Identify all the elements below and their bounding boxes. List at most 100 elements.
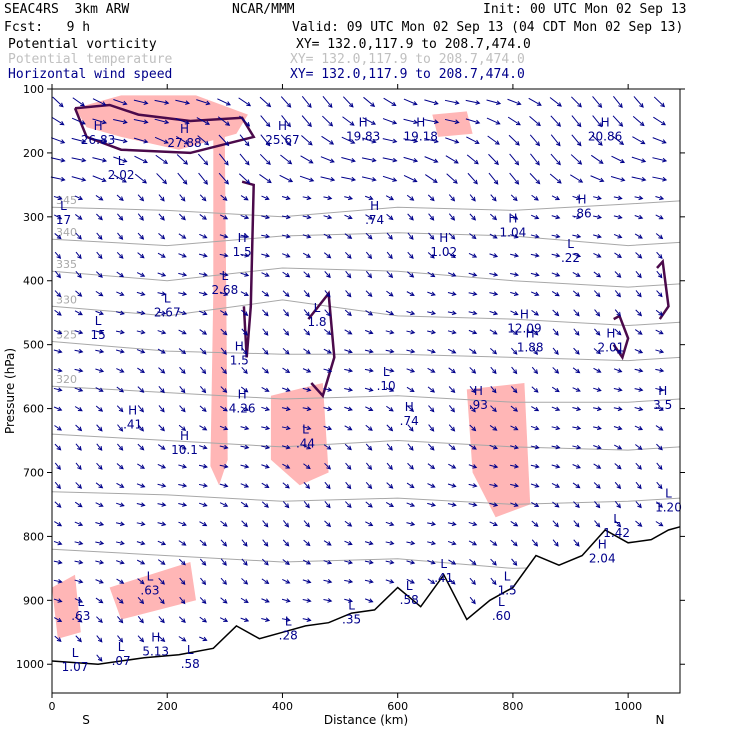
wind-vector	[281, 387, 290, 392]
wind-vector	[571, 96, 582, 108]
wind-vector	[157, 540, 166, 545]
wind-vector	[466, 154, 479, 165]
wind-vector	[136, 541, 145, 545]
wind-vector	[425, 174, 438, 183]
wind-vector	[427, 330, 436, 334]
wind-vector	[468, 252, 477, 258]
wind-vector	[219, 253, 228, 257]
wind-vector-head	[534, 291, 540, 296]
wind-vector	[281, 234, 290, 238]
wind-vector	[137, 386, 144, 393]
extremum-type: L	[118, 154, 125, 168]
wind-vector-head	[347, 349, 353, 354]
wind-vector	[365, 310, 373, 316]
wind-vector	[594, 328, 601, 336]
wind-vector-head	[576, 195, 582, 201]
wind-vector	[219, 617, 228, 622]
wind-vector-head	[327, 579, 333, 584]
wind-vector-head	[98, 502, 104, 507]
wind-vector	[361, 157, 376, 162]
wind-vector-head	[555, 195, 561, 201]
wind-vector	[302, 196, 311, 199]
wind-vector	[447, 311, 456, 314]
wind-vector-head	[182, 483, 188, 488]
wind-vector-head	[430, 291, 436, 296]
wind-vector-head	[388, 254, 393, 260]
wind-vector-head	[98, 483, 104, 489]
wind-vector-head	[492, 215, 498, 221]
wind-vector	[54, 309, 62, 316]
wind-vector-head	[515, 141, 520, 146]
wind-vector-head	[410, 329, 416, 335]
wind-vector-head	[78, 348, 84, 354]
wind-vector-head	[182, 272, 188, 277]
wind-vector-head	[306, 195, 312, 201]
wind-vector	[551, 445, 560, 449]
wind-vector	[53, 579, 62, 583]
wind-vector	[178, 464, 187, 468]
wind-vector	[489, 464, 498, 468]
wind-vector	[447, 522, 456, 525]
wind-vector-head	[512, 349, 518, 355]
wind-vector	[323, 348, 332, 354]
wind-vector	[74, 598, 83, 603]
extremum-value: .86	[573, 206, 592, 220]
wind-vector	[220, 558, 227, 566]
wind-vector	[593, 367, 601, 373]
wind-vector-head	[80, 101, 86, 107]
wind-vector	[614, 520, 621, 527]
wind-vector	[448, 348, 456, 354]
wind-vector-head	[659, 349, 665, 354]
wind-vector	[385, 310, 394, 315]
field-pv-xy: XY= 132.0,117.9 to 208.7,474.0	[296, 37, 531, 52]
wind-vector	[447, 540, 456, 545]
wind-vector-head	[492, 541, 498, 546]
wind-vector-head	[119, 483, 125, 488]
wind-vector	[573, 539, 580, 547]
wind-vector-head	[595, 311, 601, 317]
wind-vector-head	[143, 138, 149, 144]
wind-vector-head	[595, 484, 601, 489]
wind-vector-head	[392, 120, 398, 125]
extremum-type: L	[440, 557, 447, 571]
wind-vector	[531, 502, 539, 507]
wind-vector-head	[184, 120, 190, 125]
wind-vector-head	[285, 617, 291, 622]
wind-vector	[448, 463, 456, 469]
wind-vector	[198, 273, 207, 276]
wind-vector	[178, 558, 186, 566]
wind-vector	[383, 97, 396, 106]
wind-vector	[344, 406, 353, 411]
wind-vector-head	[638, 406, 644, 412]
wind-vector	[178, 444, 186, 450]
wind-vector	[612, 115, 623, 127]
extremum-type: L	[77, 595, 84, 609]
wind-vector-head	[616, 464, 622, 470]
wind-vector-head	[201, 407, 207, 413]
wind-vector-head	[222, 330, 228, 336]
wind-vector	[179, 213, 186, 220]
extremum-type: L	[72, 646, 79, 660]
wind-vector-head	[119, 387, 125, 393]
wind-vector	[96, 213, 103, 220]
wind-vector-head	[224, 141, 230, 147]
wind-vector-head	[348, 368, 354, 373]
wind-vector-head	[223, 253, 229, 258]
wind-vector	[137, 578, 145, 585]
wind-vector-head	[202, 463, 208, 469]
wind-vector-head	[264, 560, 269, 566]
wind-vector	[427, 349, 436, 353]
wind-vector-head	[346, 292, 352, 298]
extremum-value: 5.13	[142, 644, 169, 658]
wind-vector	[136, 349, 145, 353]
wind-vector-head	[617, 406, 623, 412]
wind-vector	[344, 560, 353, 564]
wind-vector	[468, 444, 477, 450]
wind-vector-head	[243, 387, 249, 393]
wind-vector-head	[56, 273, 61, 279]
wind-vector-head	[471, 445, 477, 450]
wind-vector-head	[492, 560, 497, 566]
wind-vector-head	[244, 291, 249, 296]
wind-vector	[552, 328, 559, 336]
wind-vector	[116, 463, 124, 470]
